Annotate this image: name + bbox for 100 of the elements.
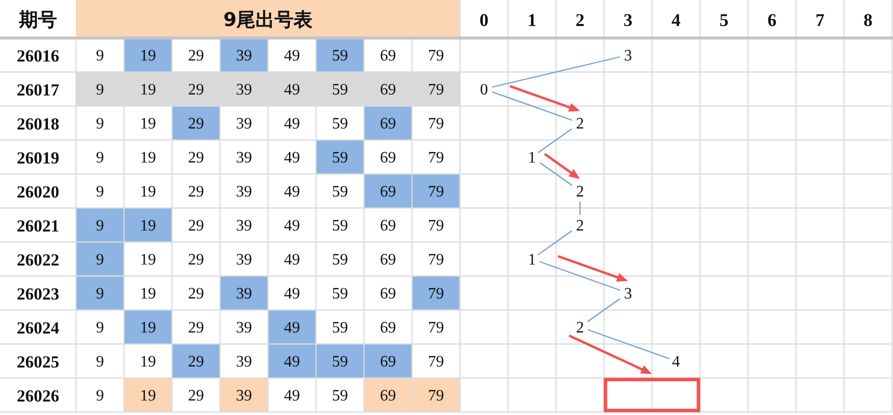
data-label: 3	[624, 48, 632, 64]
data-label: 29	[188, 218, 204, 234]
data-label: 19	[140, 252, 156, 268]
y-tick-label: 26016	[16, 46, 60, 66]
data-label: 59	[332, 354, 348, 370]
data-label: 29	[188, 354, 204, 370]
data-label: 19	[140, 388, 156, 404]
data-label: 69	[380, 150, 396, 166]
data-label: 59	[332, 252, 348, 268]
data-label: 29	[188, 320, 204, 336]
data-label: 69	[380, 252, 396, 268]
data-label: 59	[332, 218, 348, 234]
y-tick-label: 26025	[16, 352, 60, 372]
data-label: 79	[428, 320, 444, 336]
y-tick-label: 26020	[16, 182, 60, 202]
data-label: 9	[96, 388, 104, 404]
data-label: 2	[576, 116, 584, 132]
data-label: 49	[284, 184, 300, 200]
y-tick-label: 26023	[16, 284, 60, 304]
y-tick-label: 26019	[16, 148, 60, 168]
data-label: 9	[96, 48, 104, 64]
data-label: 39	[236, 388, 252, 404]
data-label: 49	[284, 320, 300, 336]
data-label: 49	[284, 286, 300, 302]
data-label: 3	[624, 286, 632, 302]
data-label: 29	[188, 286, 204, 302]
data-label: 79	[428, 82, 444, 98]
data-label: 69	[380, 184, 396, 200]
data-label: 79	[428, 388, 444, 404]
data-label: 69	[380, 286, 396, 302]
data-label: 9	[96, 116, 104, 132]
data-label: 2	[576, 320, 584, 336]
data-label: 29	[188, 388, 204, 404]
data-label: 79	[428, 252, 444, 268]
data-label: 49	[284, 252, 300, 268]
data-label: 0	[480, 82, 488, 98]
data-label: 79	[428, 218, 444, 234]
x-tick-label: 8	[864, 10, 872, 30]
y-tick-label: 26021	[16, 216, 60, 236]
x-tick-label: 7	[816, 10, 824, 30]
y-tick-label: 26024	[16, 318, 60, 338]
x-tick-label: 2	[576, 10, 584, 30]
data-label: 69	[380, 388, 396, 404]
data-label: 19	[140, 184, 156, 200]
data-label: 29	[188, 252, 204, 268]
data-label: 79	[428, 116, 444, 132]
data-label: 59	[332, 184, 348, 200]
data-label: 59	[332, 48, 348, 64]
data-label: 49	[284, 218, 300, 234]
data-label: 39	[236, 218, 252, 234]
data-label: 79	[428, 286, 444, 302]
x-tick-label: 0	[480, 10, 488, 30]
data-label: 39	[236, 48, 252, 64]
data-label: 39	[236, 116, 252, 132]
data-label: 39	[236, 320, 252, 336]
data-label: 39	[236, 354, 252, 370]
data-label: 39	[236, 252, 252, 268]
data-label: 29	[188, 184, 204, 200]
data-label: 49	[284, 82, 300, 98]
data-label: 69	[380, 218, 396, 234]
y-tick-label: 26026	[16, 386, 60, 406]
data-label: 79	[428, 184, 444, 200]
data-label: 29	[188, 48, 204, 64]
data-label: 49	[284, 354, 300, 370]
data-label: 49	[284, 150, 300, 166]
x-tick-label: 1	[528, 10, 536, 30]
data-label: 9	[96, 218, 104, 234]
x-tick-label: 4	[672, 10, 680, 30]
data-label: 59	[332, 150, 348, 166]
data-label: 79	[428, 354, 444, 370]
data-label: 69	[380, 82, 396, 98]
data-label: 19	[140, 218, 156, 234]
y-axis-title: 期号	[18, 9, 57, 31]
data-label: 9	[96, 354, 104, 370]
data-label: 59	[332, 82, 348, 98]
data-label: 29	[188, 82, 204, 98]
data-label: 9	[96, 252, 104, 268]
data-label: 19	[140, 116, 156, 132]
data-label: 59	[332, 320, 348, 336]
data-label: 9	[96, 320, 104, 336]
data-label: 19	[140, 82, 156, 98]
y-tick-label: 26017	[16, 80, 60, 100]
data-label: 19	[140, 150, 156, 166]
data-label: 2	[576, 218, 584, 234]
data-label: 9	[96, 184, 104, 200]
data-label: 49	[284, 388, 300, 404]
data-label: 19	[140, 48, 156, 64]
y-tick-label: 26018	[16, 114, 60, 134]
y-tick-label: 26022	[16, 250, 60, 270]
data-label: 69	[380, 354, 396, 370]
x-tick-label: 5	[720, 10, 728, 30]
data-label: 59	[332, 116, 348, 132]
data-label: 19	[140, 354, 156, 370]
data-label: 9	[96, 82, 104, 98]
data-label: 39	[236, 82, 252, 98]
chart-title: 9尾出号表	[223, 9, 314, 31]
data-label: 69	[380, 320, 396, 336]
data-label: 29	[188, 116, 204, 132]
data-label: 9	[96, 150, 104, 166]
data-label: 29	[188, 150, 204, 166]
